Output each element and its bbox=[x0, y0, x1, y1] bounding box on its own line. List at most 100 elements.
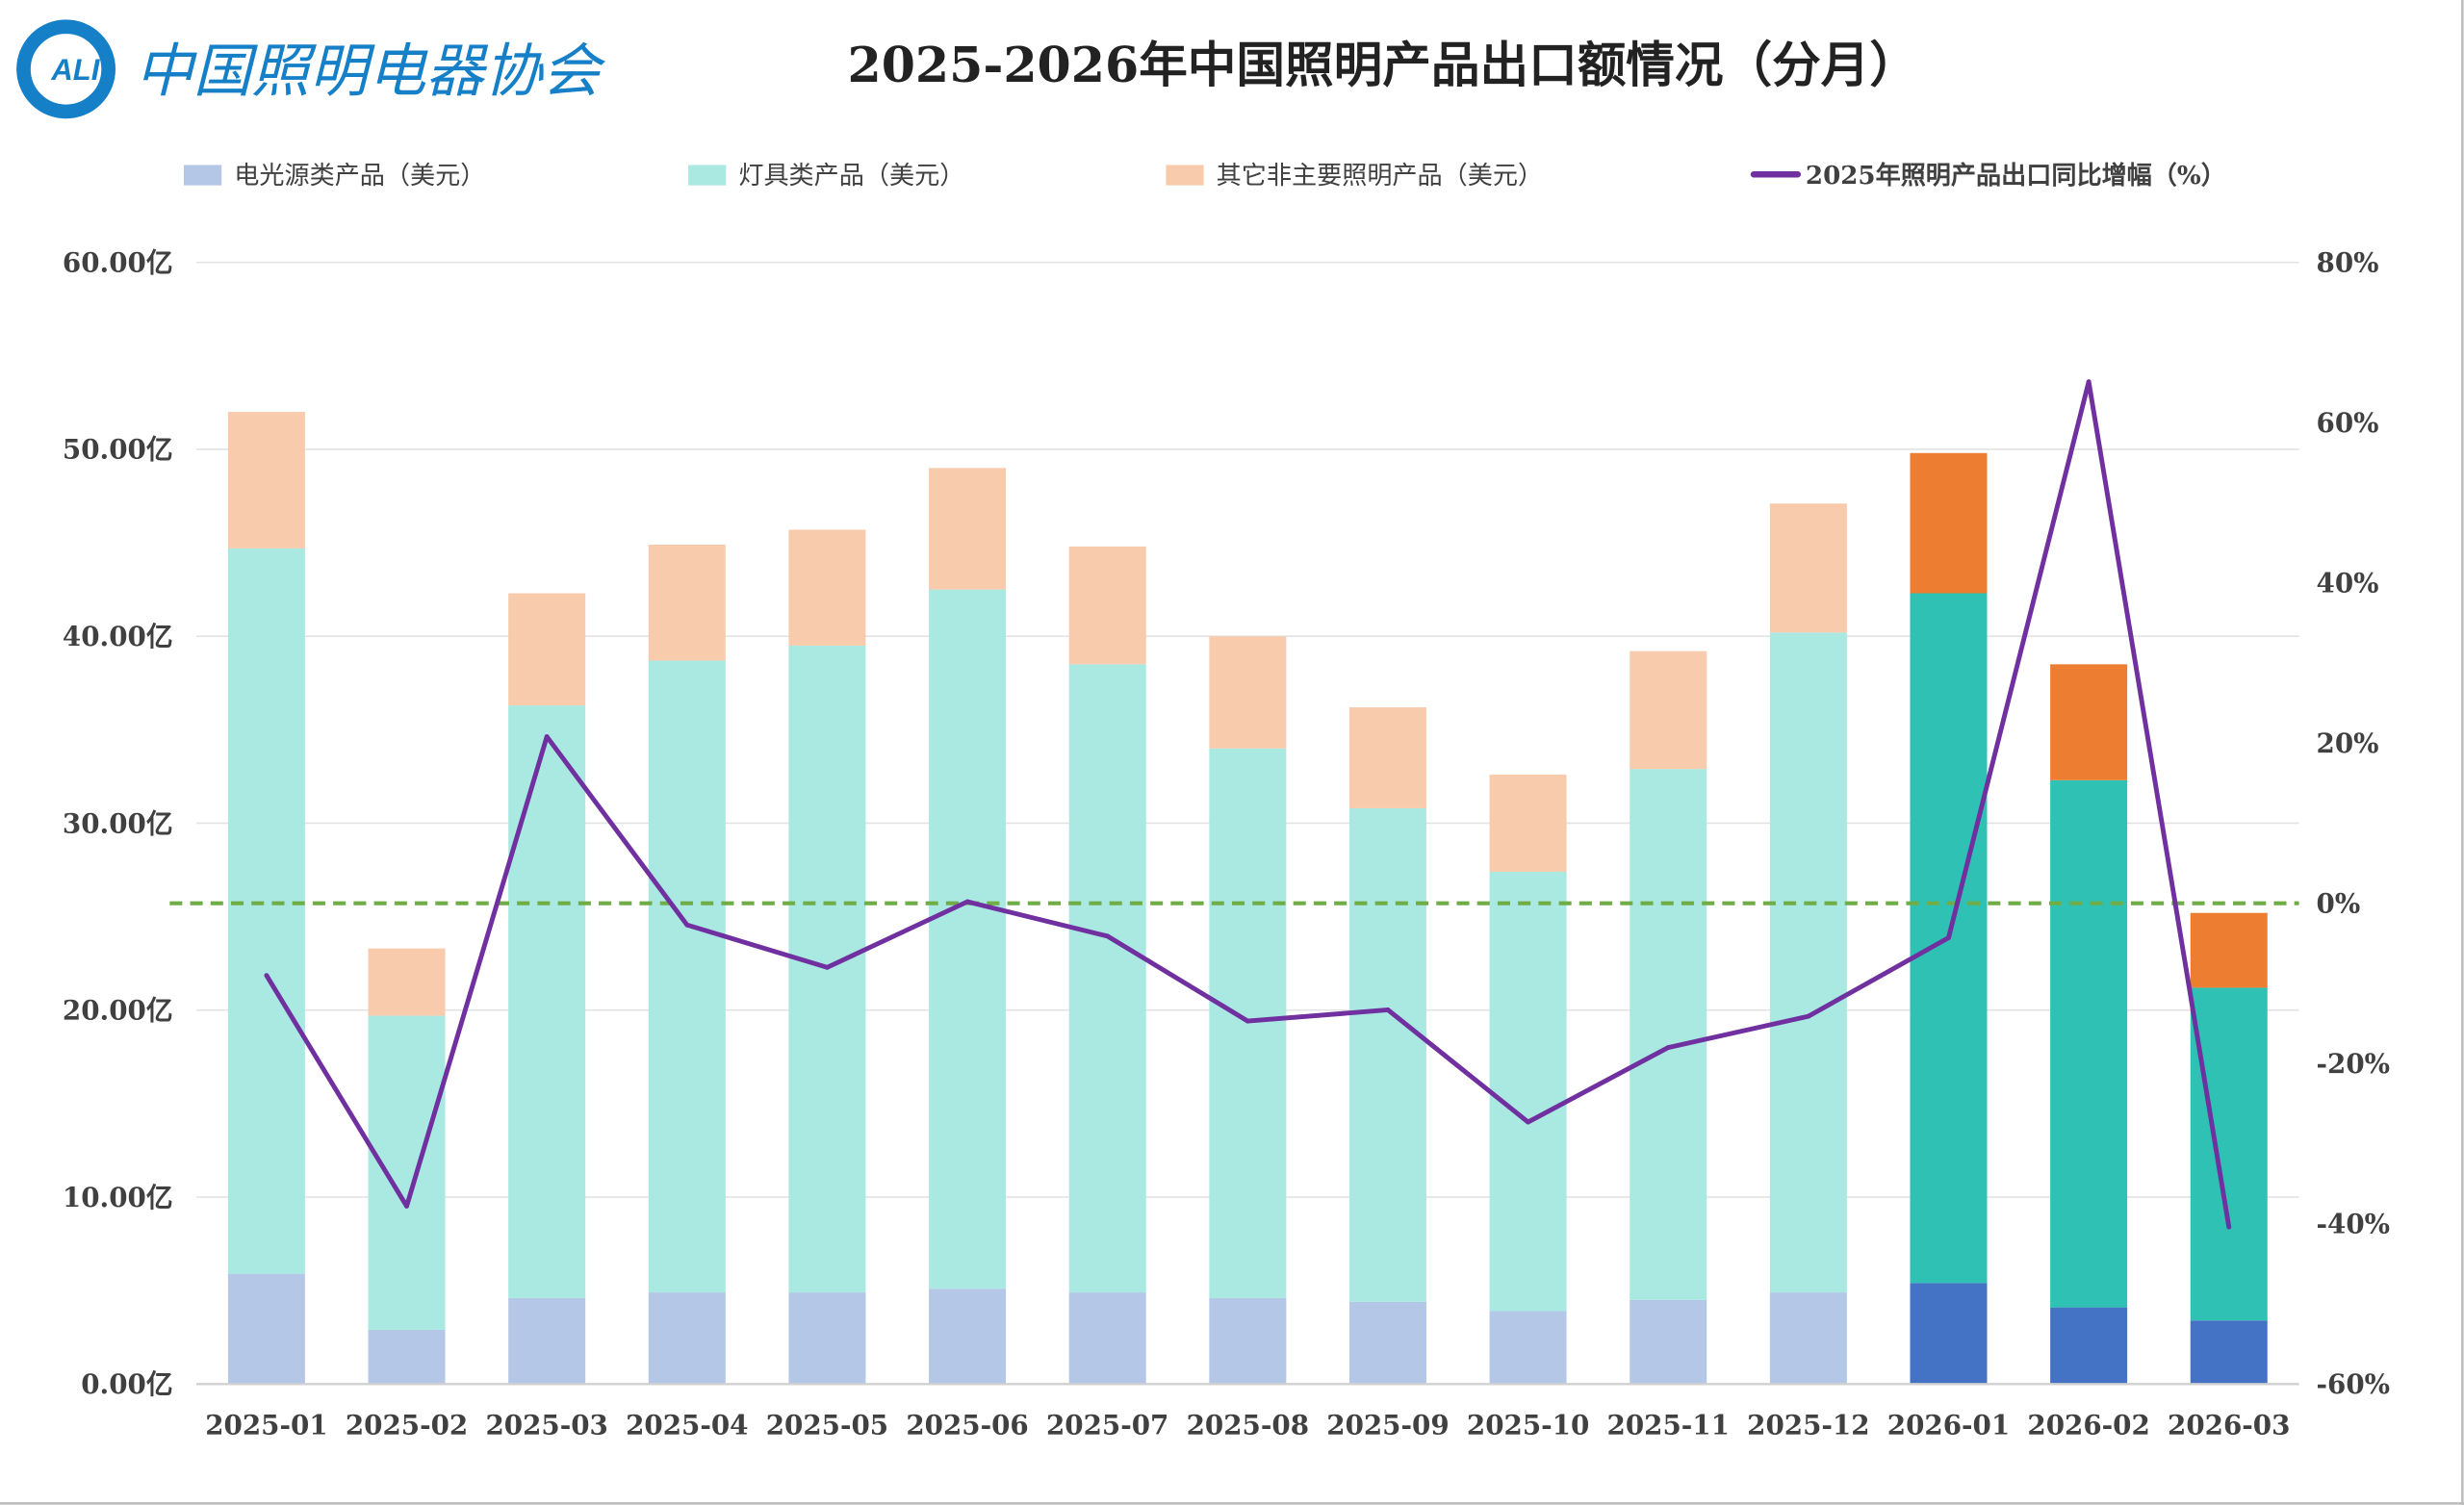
bar-segment bbox=[1769, 503, 1847, 633]
legend-item: 2025年照明产品出口同比增幅（%） bbox=[1750, 161, 2226, 191]
y-left-tick-label: 0.00亿 bbox=[81, 1368, 172, 1400]
bar-segment bbox=[1630, 1299, 1707, 1385]
y-left-tick-label: 10.00亿 bbox=[63, 1182, 173, 1213]
legend-label: 2025年照明产品出口同比增幅（%） bbox=[1806, 161, 2226, 191]
bar-segment bbox=[1489, 774, 1567, 872]
x-tick-label: 2025-12 bbox=[1747, 1410, 1869, 1441]
bar-segment bbox=[1068, 546, 1146, 665]
bar-segment bbox=[2050, 664, 2128, 780]
y-right-tick-label: 60% bbox=[2317, 407, 2379, 439]
bar-segment bbox=[1910, 452, 1988, 594]
bar-segment bbox=[2190, 912, 2268, 988]
growth-point bbox=[2086, 379, 2092, 385]
bar-segment bbox=[1769, 632, 1847, 1293]
y-left-tick-label: 30.00亿 bbox=[63, 807, 173, 839]
y-right-tick-label: 80% bbox=[2317, 246, 2379, 278]
bars bbox=[227, 412, 2268, 1385]
growth-point bbox=[2226, 1224, 2232, 1230]
bar-segment bbox=[1209, 1297, 1287, 1385]
y-right-tick-label: 20% bbox=[2317, 727, 2379, 759]
x-tick-label: 2025-05 bbox=[766, 1410, 888, 1441]
bar-segment bbox=[2050, 779, 2128, 1308]
y-right-tick-label: 0% bbox=[2317, 888, 2361, 920]
growth-point bbox=[1105, 933, 1111, 939]
growth-point bbox=[1665, 1045, 1671, 1051]
legend-swatch bbox=[184, 165, 222, 186]
bar-segment bbox=[2050, 1307, 2128, 1385]
growth-point bbox=[824, 964, 830, 970]
legend-item: 电光源类产品（美元） bbox=[184, 162, 485, 191]
bar-segment bbox=[648, 544, 726, 661]
bar-segment bbox=[508, 593, 586, 706]
logo-ring-icon bbox=[16, 19, 116, 119]
logo: ALI 中国照明电器协会 bbox=[16, 19, 605, 119]
x-tick-label: 2025-10 bbox=[1467, 1410, 1589, 1441]
bar-segment bbox=[1348, 707, 1426, 808]
x-tick-label: 2025-01 bbox=[205, 1410, 327, 1441]
growth-point bbox=[544, 734, 550, 739]
bar-segment bbox=[1630, 769, 1707, 1300]
bar-segment bbox=[1489, 871, 1567, 1312]
legend-item: 其它非主要照明产品（美元） bbox=[1166, 162, 1543, 191]
bar-segment bbox=[1910, 1283, 1988, 1385]
x-tick-label: 2025-06 bbox=[906, 1410, 1028, 1441]
bar-segment bbox=[648, 1292, 726, 1385]
lines bbox=[169, 379, 2299, 1230]
bar-segment bbox=[1209, 636, 1287, 749]
bar-segment bbox=[788, 1292, 866, 1385]
bar-segment bbox=[227, 1273, 305, 1385]
growth-point bbox=[404, 1204, 409, 1209]
bar-segment bbox=[1068, 664, 1146, 1293]
x-tick-label: 2025-03 bbox=[485, 1410, 607, 1441]
legend-label: 其它非主要照明产品（美元） bbox=[1217, 162, 1543, 191]
bar-segment bbox=[1489, 1311, 1567, 1385]
bar-segment bbox=[1348, 1301, 1426, 1385]
bar-segment bbox=[2190, 1320, 2268, 1385]
bar-segment bbox=[929, 589, 1007, 1289]
y-right-tick-label: 40% bbox=[2317, 567, 2379, 599]
growth-point bbox=[1526, 1119, 1531, 1125]
growth-point bbox=[684, 922, 690, 928]
bar-segment bbox=[227, 548, 305, 1274]
bar-segment bbox=[788, 529, 866, 646]
x-tick-label: 2025-04 bbox=[626, 1410, 748, 1441]
bar-segment bbox=[508, 705, 586, 1298]
bar-segment bbox=[368, 1329, 446, 1385]
x-tick-label: 2025-02 bbox=[346, 1410, 468, 1441]
bar-segment bbox=[1068, 1292, 1146, 1385]
y-left-tick-label: 50.00亿 bbox=[63, 434, 173, 466]
bar-segment bbox=[1769, 1292, 1847, 1385]
y-right-tick-label: -40% bbox=[2317, 1209, 2391, 1240]
bar-segment bbox=[368, 948, 446, 1016]
growth-point bbox=[1806, 1013, 1811, 1019]
x-tick-label: 2025-09 bbox=[1326, 1410, 1449, 1441]
logo-name: 中国照明电器协会 bbox=[135, 38, 605, 106]
bar-segment bbox=[227, 412, 305, 548]
y-left-tick-label: 40.00亿 bbox=[63, 621, 173, 652]
bar-segment bbox=[929, 1288, 1007, 1385]
x-tick-label: 2025-07 bbox=[1046, 1410, 1168, 1441]
bar-segment bbox=[1630, 650, 1707, 770]
x-tick-label: 2025-08 bbox=[1187, 1410, 1309, 1441]
legend-item: 灯具类产品（美元） bbox=[688, 162, 964, 191]
y-right-tick-label: -60% bbox=[2317, 1368, 2391, 1400]
bar-segment bbox=[2190, 987, 2268, 1321]
x-tick-label: 2026-01 bbox=[1887, 1410, 2010, 1441]
growth-point bbox=[964, 899, 970, 905]
x-tick-label: 2026-02 bbox=[2027, 1410, 2149, 1441]
legend-swatch bbox=[1166, 165, 1204, 186]
legend-label: 电光源类产品（美元） bbox=[234, 162, 485, 191]
x-tick-label: 2025-11 bbox=[1607, 1410, 1730, 1441]
bar-segment bbox=[929, 468, 1007, 590]
legend-label: 灯具类产品（美元） bbox=[738, 162, 964, 191]
bar-segment bbox=[648, 660, 726, 1293]
y-left-tick-label: 60.00亿 bbox=[63, 246, 173, 278]
bar-segment bbox=[368, 1015, 446, 1330]
axes: 0.00亿 10.00亿 20.00亿 30.00亿 40.00亿 50.00亿 60.00… bbox=[63, 246, 2390, 1441]
y-left-tick-label: 20.00亿 bbox=[63, 995, 173, 1027]
bar-segment bbox=[1348, 807, 1426, 1302]
growth-point bbox=[264, 973, 270, 979]
growth-point bbox=[1946, 935, 1951, 940]
legend-swatch bbox=[688, 165, 727, 186]
growth-point bbox=[1245, 1018, 1250, 1024]
